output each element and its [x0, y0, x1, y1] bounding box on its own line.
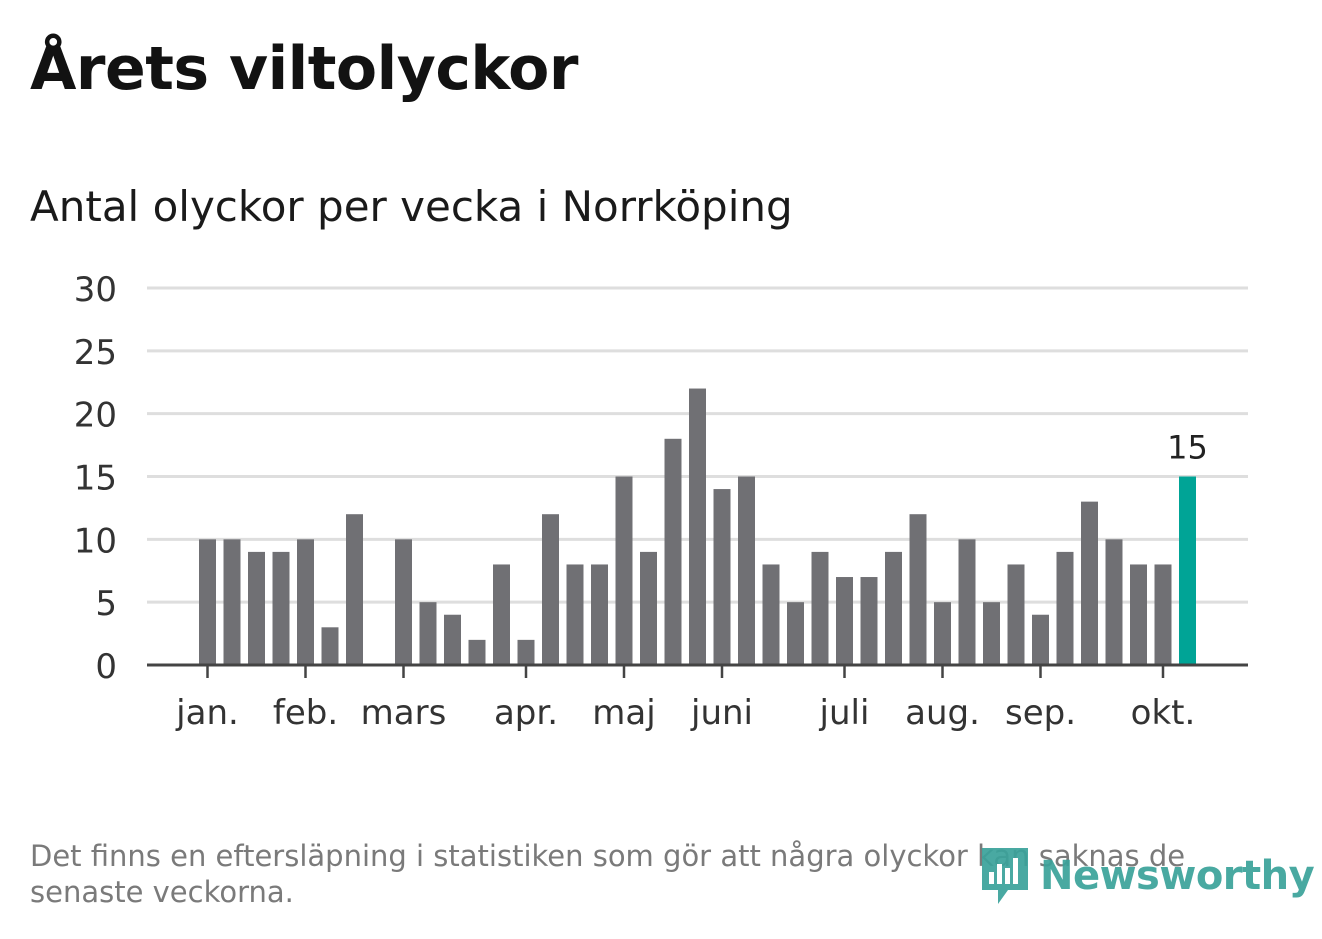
bar — [860, 577, 878, 665]
bar — [1007, 564, 1025, 665]
x-tick-label: sep. — [1005, 693, 1076, 733]
data-label: 15 — [1167, 429, 1208, 467]
bar — [738, 476, 755, 665]
bar — [591, 564, 608, 665]
bar — [1154, 564, 1172, 665]
bar — [1056, 551, 1074, 665]
y-tick-label: 5 — [95, 584, 117, 624]
bar — [811, 551, 829, 665]
newsworthy-logo: Newsworthy — [978, 846, 1315, 906]
bar — [762, 564, 780, 665]
bar-highlight — [1179, 476, 1196, 665]
bar — [566, 564, 584, 665]
bar — [517, 639, 535, 665]
y-tick-label: 20 — [74, 396, 117, 436]
bar — [272, 551, 290, 665]
y-tick-label: 15 — [74, 459, 117, 499]
x-tick-label: feb. — [273, 693, 338, 733]
bar — [346, 514, 363, 665]
y-tick-label: 25 — [74, 333, 117, 373]
x-tick-label: maj — [592, 693, 655, 733]
x-tick-label: apr. — [494, 693, 558, 733]
bar — [958, 539, 976, 665]
logo-text: Newsworthy — [1040, 853, 1315, 899]
bar — [1105, 539, 1123, 665]
x-tick-label: mars — [361, 693, 447, 733]
chart-title: Årets viltolyckor — [30, 34, 579, 104]
bar — [1130, 564, 1147, 665]
bar — [419, 602, 437, 665]
bar — [713, 489, 731, 665]
bar — [493, 564, 510, 665]
bar — [836, 577, 853, 665]
x-tick-label: aug. — [905, 693, 980, 733]
bar — [444, 614, 461, 665]
newsworthy-logo-icon — [982, 848, 1028, 904]
bar — [664, 438, 682, 665]
bar — [223, 539, 241, 665]
bar — [1032, 614, 1049, 665]
x-tick-label: juni — [690, 693, 753, 733]
bar — [248, 551, 265, 665]
y-tick-label: 10 — [74, 521, 117, 561]
bar — [199, 539, 216, 665]
bar — [983, 602, 1000, 665]
bar — [615, 476, 633, 665]
y-tick-label: 30 — [74, 270, 117, 310]
bar — [640, 551, 657, 665]
x-tick-label: jan. — [175, 693, 239, 733]
bar — [468, 639, 486, 665]
bar — [885, 551, 902, 665]
bar — [689, 388, 706, 665]
bar — [297, 539, 314, 665]
x-tick-label: juli — [819, 693, 870, 733]
bar — [395, 539, 412, 665]
y-tick-label: 0 — [95, 647, 117, 687]
bar — [909, 514, 927, 665]
bar — [934, 602, 951, 665]
bar — [787, 602, 804, 665]
bar — [321, 627, 339, 665]
bar — [542, 514, 559, 665]
bar — [1081, 501, 1098, 665]
x-tick-label: okt. — [1131, 693, 1196, 733]
chart-subtitle: Antal olyckor per vecka i Norrköping — [30, 182, 793, 231]
